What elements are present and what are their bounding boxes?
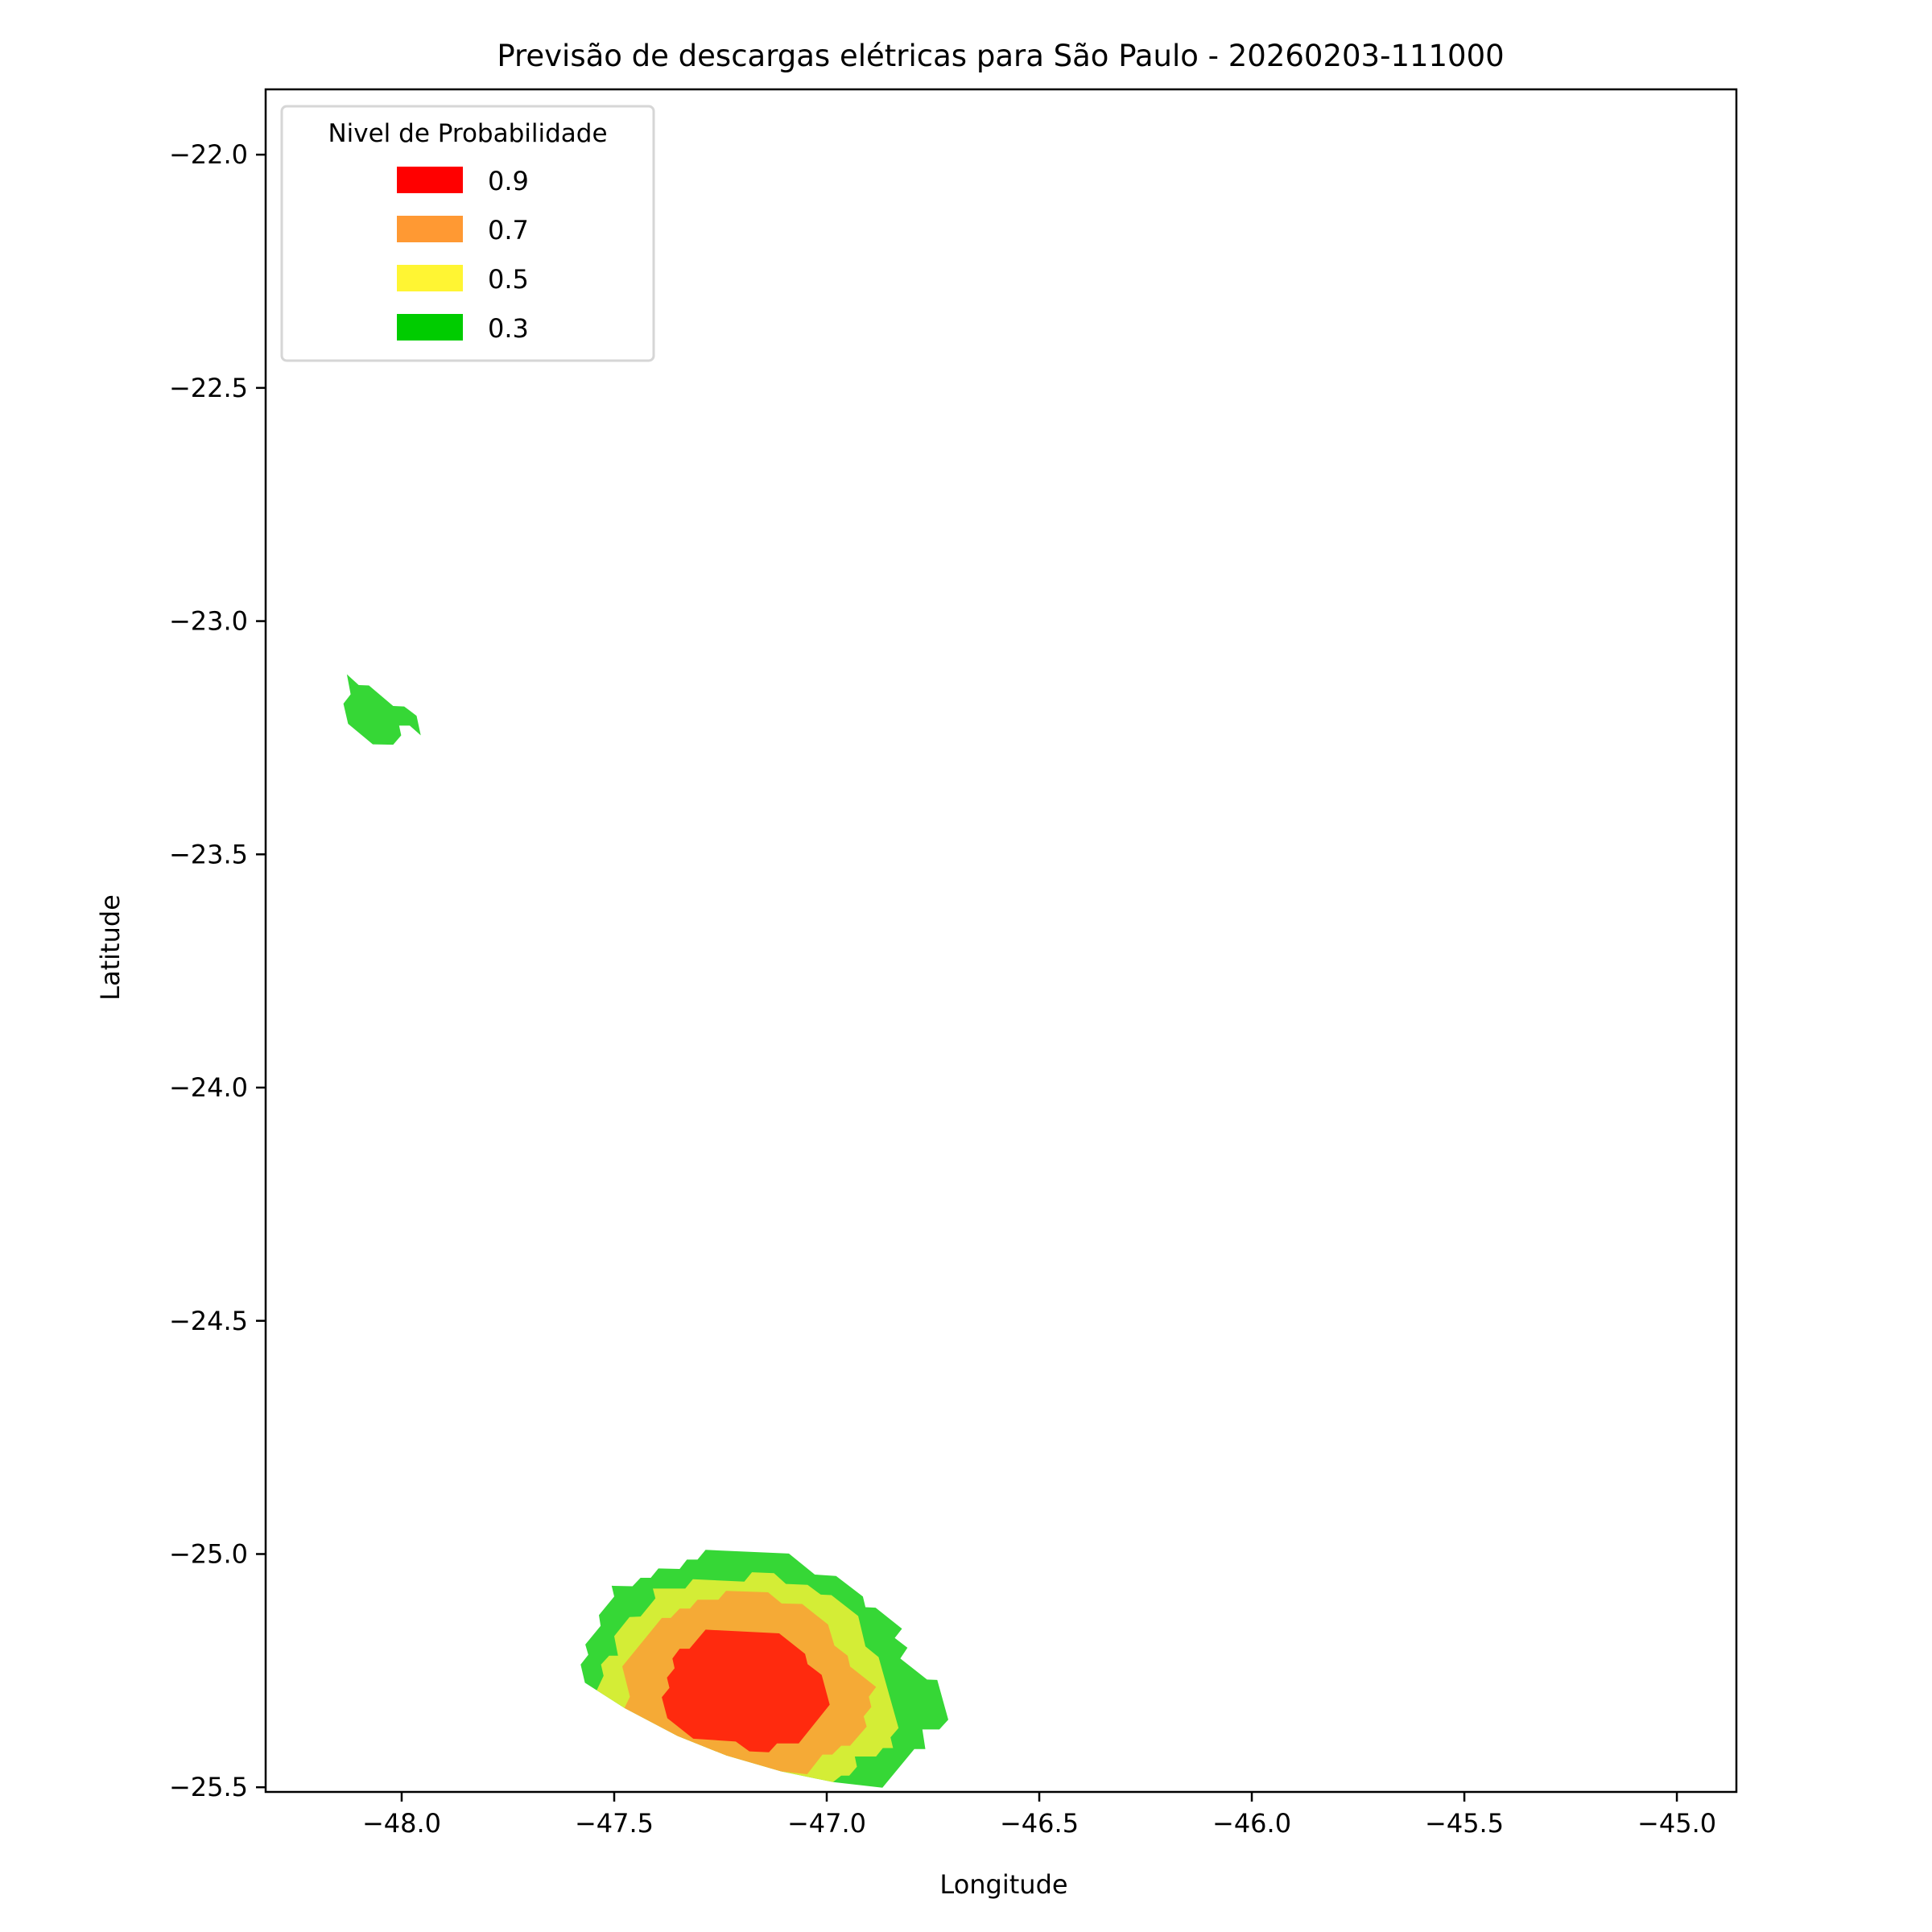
x-tick-label: −47.0 [787, 1808, 866, 1839]
contour-regions [343, 674, 948, 1788]
x-tick-label: −47.5 [575, 1808, 654, 1839]
legend-swatch-0-5 [397, 265, 463, 291]
contour-region-0-3 [343, 674, 421, 745]
contour-region-0-9 [662, 1629, 830, 1752]
y-tick-label: −22.0 [169, 139, 248, 170]
legend-entries: 0.9 0.7 0.5 0.3 [397, 166, 529, 344]
legend-label: 0.7 [488, 215, 529, 246]
x-axis-ticks: −48.0 −47.5 −47.0 −46.5 −46.0 −45.5 −45.0 [362, 1792, 1716, 1839]
y-tick-label: −24.5 [169, 1306, 248, 1336]
y-tick-label: −24.0 [169, 1072, 248, 1103]
x-tick-label: −45.5 [1425, 1808, 1504, 1839]
legend-frame [280, 105, 655, 362]
legend-swatch-0-9 [397, 167, 463, 193]
y-tick-label: −22.5 [169, 373, 248, 403]
y-tick-label: −23.5 [169, 839, 248, 869]
legend-label: 0.9 [488, 166, 529, 196]
y-tick-label: −23.0 [169, 606, 248, 637]
y-axis-ticks: −22.0 −22.5 −23.0 −23.5 −24.0 −24.5 −25.0 −25.5 [169, 139, 266, 1802]
legend-swatch-0-3 [397, 314, 463, 341]
legend: Nivel de Probabilidade 0.9 0.7 0.5 0.3 [280, 105, 655, 362]
chart-title: Previsão de descargas elétricas para São… [497, 39, 1504, 73]
legend-label: 0.5 [488, 264, 529, 295]
legend-title: Nivel de Probabilidade [328, 119, 607, 148]
y-axis-label: Latitude [95, 894, 126, 1001]
y-tick-label: −25.5 [169, 1772, 248, 1802]
x-tick-label: −48.0 [362, 1808, 441, 1839]
legend-swatch-0-7 [397, 216, 463, 242]
y-tick-label: −25.0 [169, 1538, 248, 1569]
x-tick-label: −46.5 [1000, 1808, 1079, 1839]
legend-label: 0.3 [488, 313, 529, 344]
x-axis-label: Longitude [939, 1869, 1067, 1900]
x-tick-label: −45.0 [1637, 1808, 1716, 1839]
x-tick-label: −46.0 [1212, 1808, 1291, 1839]
plot-area-frame [264, 88, 1738, 1794]
